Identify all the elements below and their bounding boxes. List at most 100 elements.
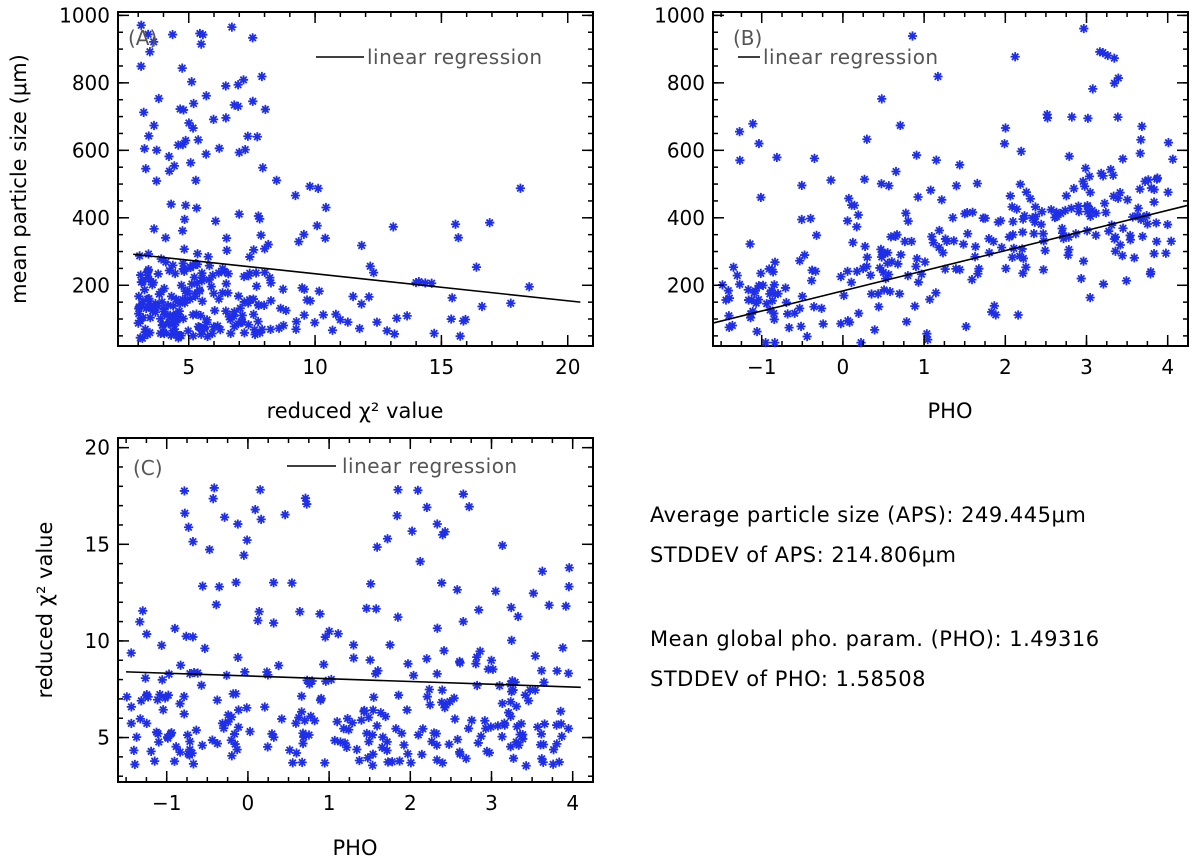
data-point (1100, 198, 1110, 208)
data-point (214, 582, 224, 592)
data-point (219, 723, 229, 733)
data-point (734, 127, 745, 137)
data-point (207, 328, 217, 339)
data-point (800, 250, 810, 260)
y-tick-label-c: 15 (85, 532, 110, 556)
data-point (1038, 229, 1048, 239)
data-point (393, 612, 403, 622)
data-point (911, 261, 921, 272)
data-point (449, 693, 459, 703)
data-point (1113, 73, 1123, 83)
data-point (191, 175, 201, 186)
data-point (494, 681, 505, 691)
data-point (269, 732, 279, 742)
panel-a-xlabel: reduced χ² value (267, 399, 444, 423)
data-point (342, 713, 353, 724)
data-point (406, 758, 416, 768)
data-point (1080, 181, 1090, 191)
data-point (797, 180, 807, 191)
data-point (148, 306, 158, 316)
data-point (1018, 227, 1028, 237)
data-point (488, 664, 498, 674)
data-point (761, 338, 771, 348)
data-point (183, 522, 194, 532)
data-point (1064, 151, 1074, 161)
data-point (197, 296, 207, 306)
data-point (392, 313, 402, 323)
data-point (304, 730, 314, 740)
data-point (169, 756, 180, 766)
data-point (1000, 123, 1011, 133)
data-point (163, 300, 173, 310)
panel-c: −1 0 1 2 3 4 5 10 15 20 (C) linear regression PHO… (33, 436, 594, 860)
data-point (233, 101, 243, 111)
data-point (196, 680, 207, 690)
data-point (471, 262, 482, 272)
data-point (1081, 163, 1091, 173)
data-point (189, 667, 199, 678)
data-point (221, 279, 231, 289)
data-point (511, 701, 522, 712)
data-point (988, 236, 999, 247)
data-point (363, 753, 373, 763)
data-point (1016, 146, 1026, 156)
data-point (881, 274, 891, 284)
data-point (1064, 232, 1074, 242)
data-point (206, 282, 216, 292)
data-point (520, 690, 530, 700)
data-point (913, 192, 923, 202)
data-point (278, 284, 288, 294)
data-point (312, 221, 322, 231)
data-point (156, 287, 166, 297)
data-point (464, 502, 474, 512)
data-point (862, 134, 872, 144)
data-point (185, 294, 195, 304)
data-point (750, 286, 760, 296)
data-point (970, 242, 981, 252)
data-point (427, 278, 437, 288)
data-point (1076, 273, 1086, 284)
data-point (1101, 207, 1111, 218)
data-point (382, 745, 392, 756)
data-point (156, 328, 166, 339)
data-point (1132, 211, 1142, 221)
panel-b-regression-line (712, 204, 1189, 324)
data-point (853, 210, 863, 220)
data-point (181, 631, 191, 641)
data-point (811, 266, 821, 276)
data-point (274, 323, 284, 333)
data-point (291, 748, 302, 758)
data-point (149, 37, 159, 47)
data-point (229, 100, 239, 110)
data-point (183, 730, 193, 740)
data-point (754, 138, 764, 149)
data-point (1149, 197, 1159, 207)
data-point (1058, 228, 1068, 238)
data-point (200, 643, 210, 653)
data-point (276, 303, 286, 313)
data-point (795, 303, 805, 313)
data-point (299, 284, 309, 294)
data-point (168, 301, 178, 311)
data-point (912, 253, 922, 264)
data-point (926, 185, 936, 195)
panel-a-label: (A) (128, 26, 157, 50)
data-point (164, 312, 174, 322)
data-point (511, 737, 521, 747)
data-point (767, 296, 777, 306)
data-point (256, 230, 266, 240)
pho-stddev-text: STDDEV of PHO: 1.58508 (650, 667, 926, 691)
data-point (1095, 47, 1105, 57)
data-point (202, 315, 212, 325)
data-point (463, 723, 474, 734)
data-point (797, 291, 807, 301)
data-point (811, 230, 822, 240)
data-point (499, 718, 509, 728)
data-point (157, 640, 167, 650)
data-point (126, 702, 136, 712)
data-point (1021, 187, 1032, 197)
y-tick-label-c: 20 (85, 436, 110, 460)
data-point (269, 618, 279, 628)
data-point (139, 107, 149, 117)
data-point (367, 730, 378, 740)
